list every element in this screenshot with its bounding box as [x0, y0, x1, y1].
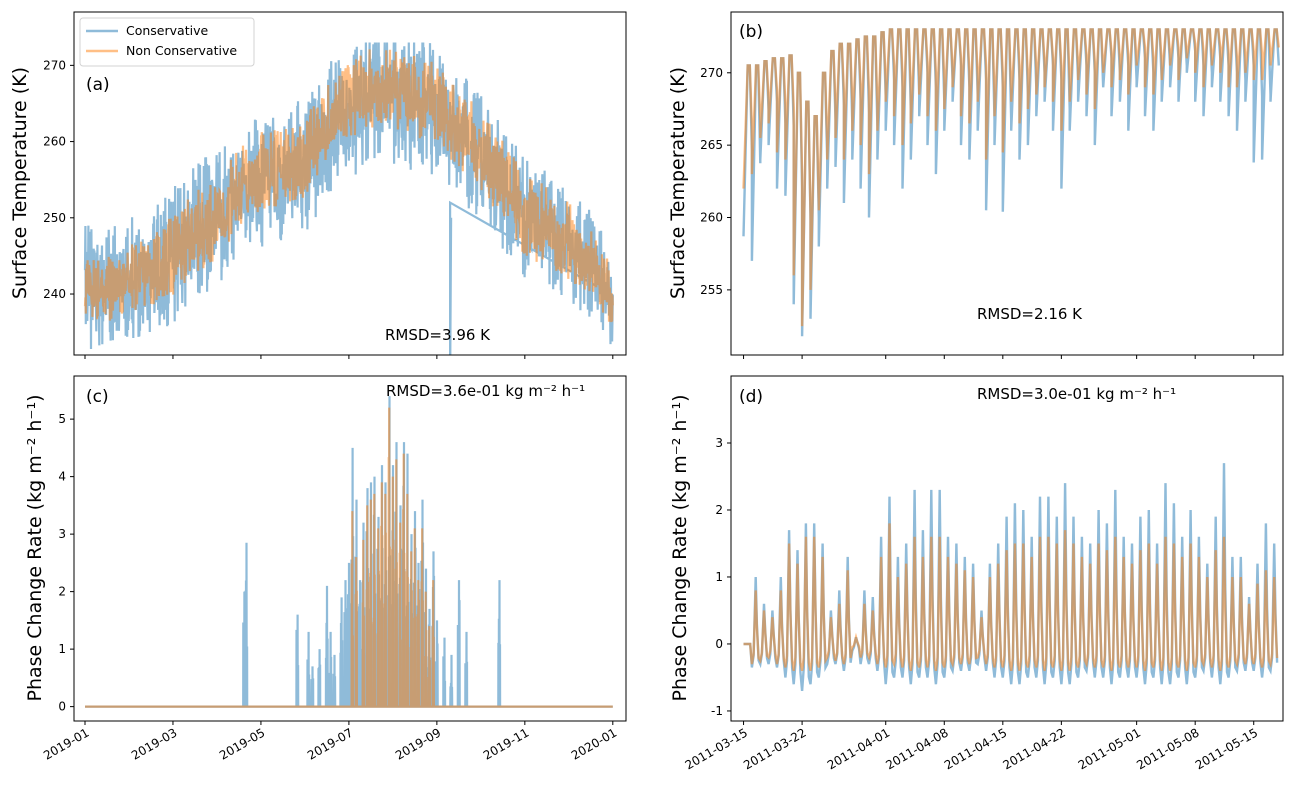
series-non-conservative-line: [743, 523, 1279, 672]
panel-d-label: (d): [739, 387, 763, 407]
series-conservative-line: [85, 396, 613, 708]
series-non-conservative-line: [742, 28, 1280, 327]
panel-b-label: (b): [739, 22, 763, 42]
y-tick-label: 260: [700, 211, 723, 225]
panel-b-ylabel: Surface Temperature (K): [667, 67, 689, 299]
panel-c-frame: [73, 375, 627, 722]
y-tick-label: 255: [700, 283, 723, 297]
y-tick-label: 0: [715, 637, 723, 651]
x-tick-label: 2019-01: [41, 725, 91, 762]
panel-c-series: [85, 396, 613, 708]
x-tick-label: 2011-05-08: [1134, 725, 1201, 772]
x-tick-label: 2019-03: [129, 725, 179, 762]
y-tick-label: 270: [43, 58, 66, 72]
panel-a-axes: 240 250 260 270: [43, 58, 614, 359]
x-tick-label: 2011-04-01: [825, 725, 892, 772]
y-tick-label: 250: [43, 211, 66, 225]
series-non-conservative-line: [85, 407, 613, 708]
y-tick-label: 2: [58, 585, 66, 599]
legend: Conservative Non Conservative: [79, 17, 255, 67]
panel-b: 255 260 265 270 (b) RMSD=2.16 K Surface Tem…: [667, 11, 1284, 359]
x-tick-label: 2011-04-15: [942, 725, 1009, 772]
panel-d-rmsd: RMSD=3.0e-01 kg m⁻² h⁻¹: [977, 385, 1176, 403]
y-tick-label: 0: [58, 700, 66, 714]
y-tick-label: 2: [715, 503, 723, 517]
y-tick-label: 265: [700, 138, 723, 152]
panel-b-axes: 255 260 265 270: [700, 66, 1255, 359]
panel-a-frame: [73, 11, 627, 356]
x-tick-label: 2011-05-01: [1076, 725, 1143, 772]
panel-a-rmsd: RMSD=3.96 K: [385, 326, 491, 344]
x-tick-label: 2011-03-22: [741, 725, 808, 772]
y-tick-label: 3: [58, 527, 66, 541]
x-tick-label: 2019-09: [393, 725, 443, 762]
y-tick-label: 1: [58, 642, 66, 656]
panel-a-series: [83, 42, 614, 355]
x-tick-label: 2011-04-08: [883, 725, 950, 772]
y-tick-label: 260: [43, 135, 66, 149]
y-tick-label: 240: [43, 287, 66, 301]
panel-c: 0 1 2 3 4 5 2019-01 2019-03 2019-05 2019-07 2019-0…: [24, 375, 627, 763]
panel-b-rmsd: RMSD=2.16 K: [977, 305, 1083, 323]
y-tick-label: 4: [58, 470, 66, 484]
x-tick-label: 2011-04-22: [1000, 725, 1067, 772]
panel-d-frame: [730, 375, 1284, 722]
x-tick-label: 2020-01: [569, 725, 619, 762]
x-tick-label: 2019-05: [217, 725, 267, 762]
panel-b-series: [742, 28, 1280, 337]
panel-d-series: [743, 463, 1279, 692]
panel-a-ylabel: Surface Temperature (K): [9, 67, 31, 299]
x-tick-label: 2011-03-15: [683, 725, 750, 772]
panel-c-axes: 0 1 2 3 4 5 2019-01 2019-03 2019-05 2019-07 2019-0…: [41, 412, 619, 763]
panel-c-label: (c): [86, 387, 109, 407]
x-tick-label: 2019-11: [481, 725, 531, 762]
y-tick-label: 3: [715, 436, 723, 450]
panel-c-ylabel: Phase Change Rate (kg m⁻² h⁻¹): [24, 395, 46, 702]
y-tick-label: -1: [711, 704, 723, 718]
legend-non-conservative-label: Non Conservative: [126, 43, 237, 58]
series-non-conservative-line: [83, 49, 614, 323]
y-tick-label: 1: [715, 570, 723, 584]
panel-a-label: (a): [86, 75, 110, 95]
panel-b-frame: [730, 11, 1284, 356]
y-tick-label: 5: [58, 412, 66, 426]
legend-conservative-label: Conservative: [126, 23, 208, 38]
x-tick-label: 2019-07: [305, 725, 355, 762]
panel-d-ylabel: Phase Change Rate (kg m⁻² h⁻¹): [669, 395, 691, 702]
panel-a: 240 250 260 270 (a) RMSD=3.96 K Surface Tem…: [9, 11, 627, 359]
legend-frame: [79, 17, 255, 67]
panel-c-rmsd: RMSD=3.6e-01 kg m⁻² h⁻¹: [386, 382, 585, 400]
y-tick-label: 270: [700, 66, 723, 80]
x-tick-label: 2011-05-15: [1193, 725, 1260, 772]
